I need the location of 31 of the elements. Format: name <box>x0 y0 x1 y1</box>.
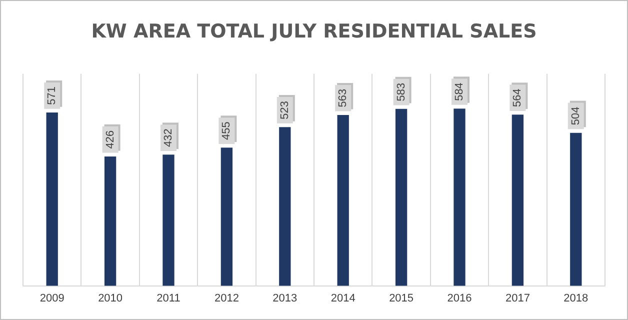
bar <box>337 114 349 286</box>
x-tick-label: 2016 <box>447 292 472 304</box>
x-tick-label: 2011 <box>156 292 180 304</box>
bar <box>220 148 233 286</box>
data-label: 564 <box>512 88 524 107</box>
bar <box>454 108 466 286</box>
x-tick-label: 2015 <box>389 292 414 304</box>
x-tick-label: 2017 <box>505 292 530 304</box>
bar <box>570 132 582 286</box>
data-label: 504 <box>570 106 582 126</box>
x-tick-label: 2014 <box>330 292 356 304</box>
x-tick-label: 2012 <box>214 292 239 304</box>
data-label: 563 <box>337 88 350 108</box>
data-label: 432 <box>162 128 175 147</box>
chart-title: KW AREA TOTAL JULY RESIDENTIAL SALES <box>91 20 537 42</box>
bar <box>104 156 116 286</box>
bar <box>162 154 174 286</box>
bar <box>279 127 291 286</box>
bar <box>46 112 58 286</box>
bar <box>512 114 524 286</box>
x-tick-label: 2009 <box>40 292 64 304</box>
bar <box>395 108 408 286</box>
x-tick-label: 2018 <box>564 292 588 304</box>
x-tick-label: 2010 <box>98 292 123 304</box>
data-label: 584 <box>454 82 466 101</box>
data-label: 523 <box>278 101 291 120</box>
data-label: 583 <box>395 82 408 102</box>
x-tick-label: 2013 <box>272 292 298 304</box>
data-label: 426 <box>104 130 116 149</box>
data-label: 455 <box>220 122 233 140</box>
data-label: 571 <box>46 86 58 105</box>
